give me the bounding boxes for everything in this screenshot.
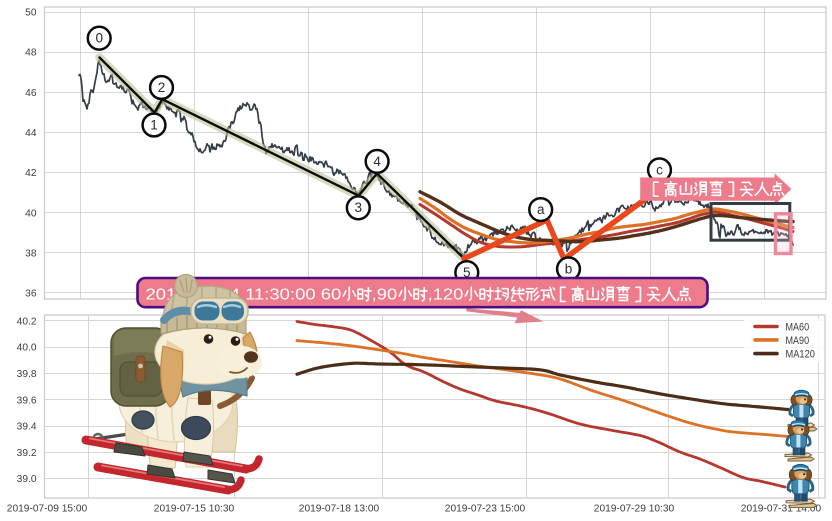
svg-text:2019-07-31 14:00: 2019-07-31 14:00 — [741, 504, 822, 515]
svg-text:39.8: 39.8 — [17, 369, 37, 380]
svg-text:46: 46 — [25, 88, 37, 99]
svg-text:MA90: MA90 — [786, 335, 810, 347]
svg-text:4: 4 — [373, 154, 381, 169]
svg-text:40: 40 — [25, 208, 37, 219]
svg-text:,90: ,90 — [372, 287, 398, 304]
svg-text:40.2: 40.2 — [17, 316, 37, 327]
svg-text:a: a — [537, 202, 545, 217]
svg-text:2019-07-23 15:00: 2019-07-23 15:00 — [445, 504, 526, 515]
svg-text:5: 5 — [463, 265, 471, 280]
svg-text:38: 38 — [25, 249, 37, 260]
svg-text:39.2: 39.2 — [17, 448, 37, 459]
svg-text:1: 1 — [150, 117, 158, 132]
svg-text:b: b — [565, 261, 573, 276]
svg-text:42: 42 — [25, 168, 37, 179]
svg-text:39.6: 39.6 — [17, 395, 37, 406]
svg-text:2019-07-15 10:30: 2019-07-15 10:30 — [154, 504, 235, 515]
svg-text:,120: ,120 — [428, 287, 464, 304]
svg-text:2019-07-18 13:00: 2019-07-18 13:00 — [299, 504, 380, 515]
svg-text:40.0: 40.0 — [17, 343, 37, 354]
svg-text:50: 50 — [25, 8, 37, 19]
svg-text:2: 2 — [158, 80, 166, 95]
svg-text:48: 48 — [25, 48, 37, 59]
svg-text:3: 3 — [355, 200, 363, 215]
svg-text:39.4: 39.4 — [17, 422, 37, 433]
svg-text:MA60: MA60 — [786, 322, 810, 334]
svg-text:39.0: 39.0 — [17, 474, 37, 485]
svg-text:2019-07-29 10:30: 2019-07-29 10:30 — [594, 504, 675, 515]
svg-text:MA120: MA120 — [786, 349, 815, 361]
svg-text:c: c — [656, 162, 663, 177]
svg-text:44: 44 — [25, 128, 37, 139]
svg-text:36: 36 — [25, 289, 37, 300]
svg-text:0: 0 — [95, 31, 103, 46]
svg-text:2019-07-09 15:00: 2019-07-09 15:00 — [7, 504, 88, 515]
